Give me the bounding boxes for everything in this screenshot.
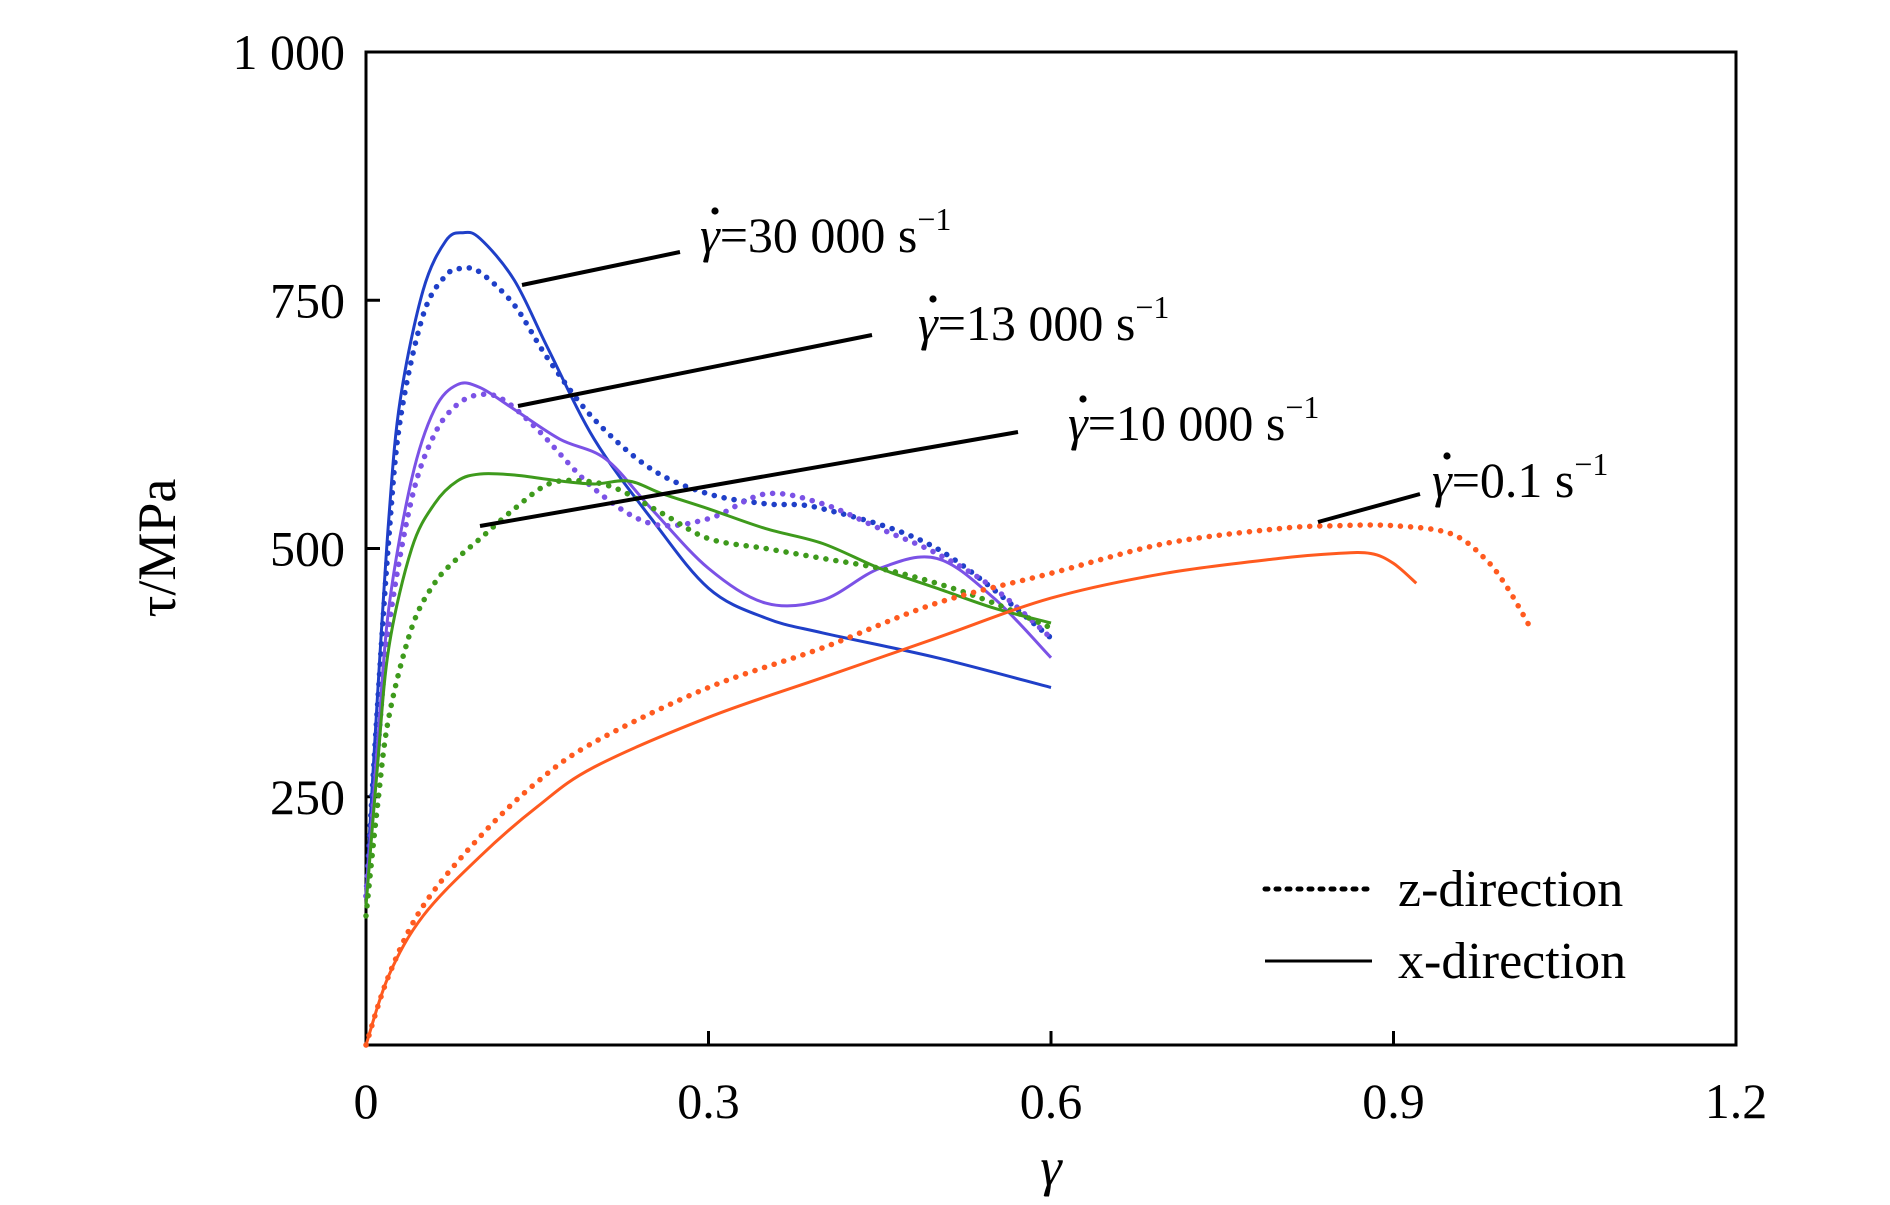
series-curve [363, 477, 1054, 919]
annotation-leader-line [1317, 492, 1421, 524]
series-curve [363, 391, 1054, 899]
y-tick-label: 750 [270, 272, 345, 328]
series-curve [363, 522, 1534, 1048]
x-tick-label: 1.2 [1705, 1073, 1768, 1129]
x-tick-label: 0 [354, 1073, 379, 1129]
y-ticks: 250 500 750 1 000 [233, 24, 380, 825]
annotation-leader-line [517, 333, 873, 408]
annotation-dot [929, 295, 937, 303]
y-tick-label: 500 [270, 521, 345, 577]
legend-label-x: x-direction [1398, 933, 1626, 990]
series-curve [363, 265, 1054, 899]
legend-label-z: z-direction [1398, 861, 1623, 918]
annotation-dot [711, 207, 719, 215]
annotation-layer: γ=30 000 s−1 γ=13 000 s−1 γ=10 000 s−1 γ=0.… [479, 201, 1608, 528]
y-tick-label: 250 [270, 769, 345, 825]
y-axis-title: τ/MPa [127, 479, 187, 618]
x-tick-label: 0.9 [1362, 1073, 1425, 1129]
annotation-label: γ=0.1 s−1 [1432, 446, 1608, 508]
annotation-leader-line [479, 430, 1019, 528]
annotation-leader-line [521, 250, 681, 287]
x-ticks: 0 0.3 0.6 0.9 1.2 [354, 1031, 1768, 1129]
annotation-dot [1079, 395, 1087, 403]
y-tick-label: 1 000 [233, 24, 346, 80]
annotation-label: γ=13 000 s−1 [918, 289, 1169, 351]
series-curve [364, 381, 1053, 897]
series-curve [364, 551, 1418, 1046]
annotation-label: γ=10 000 s−1 [1068, 389, 1319, 451]
annotation-label: γ=30 000 s−1 [700, 201, 951, 263]
legend: z-direction x-direction [1262, 861, 1626, 990]
annotation-dot [1443, 452, 1451, 460]
x-axis-title: γ [1040, 1137, 1063, 1197]
series-curve [364, 230, 1052, 897]
x-tick-label: 0.3 [677, 1073, 740, 1129]
x-tick-label: 0.6 [1020, 1073, 1083, 1129]
series-layer [363, 230, 1534, 1048]
